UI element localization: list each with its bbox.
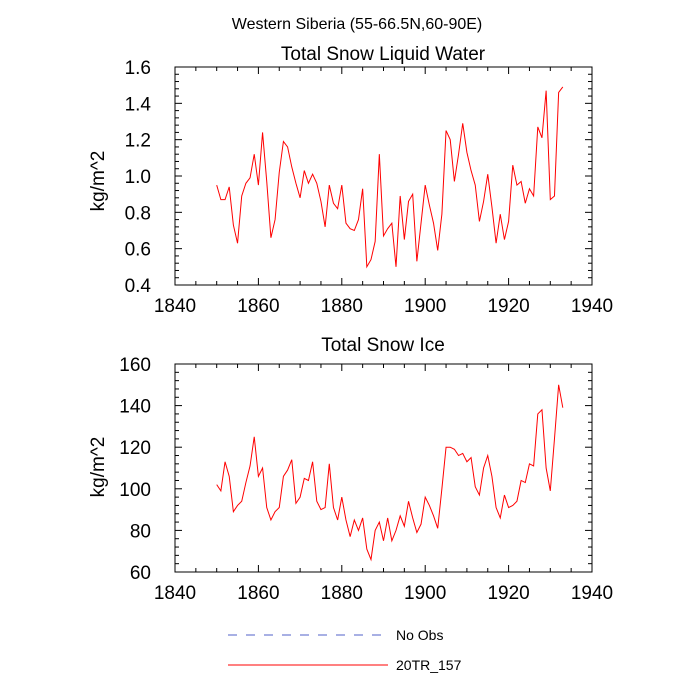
x-tick-label: 1860	[237, 296, 279, 317]
legend: No Obs 20TR_157	[228, 627, 462, 673]
y-tick-label: 1.6	[125, 58, 151, 79]
y-axis-label: kg/m^2	[88, 437, 109, 498]
x-tick-label: 1880	[321, 296, 363, 317]
x-tick-label: 1940	[571, 583, 613, 604]
y-tick-label: 1.4	[125, 94, 152, 115]
plot-frame	[174, 66, 593, 286]
y-tick-label: 160	[119, 355, 151, 376]
snow-ice-panel: Total Snow Ice kg/m^2 1840 1860 1880 1900 19…	[88, 335, 613, 604]
y-tick-label: 60	[130, 563, 151, 584]
y-tick-label: 140	[119, 397, 151, 418]
x-tick-label: 1900	[404, 296, 446, 317]
y-tick-label: 1.2	[125, 131, 151, 152]
series-line-20tr-157	[216, 384, 564, 562]
liquid-water-panel: Total Snow Liquid Water kg/m^2 1840 1860 1…	[88, 44, 613, 317]
y-axis-label: kg/m^2	[88, 151, 109, 212]
y-tick-label: 0.4	[125, 276, 152, 297]
x-tick-label: 1900	[404, 583, 446, 604]
y-tick-label: 0.8	[125, 203, 151, 224]
x-tick-label: 1920	[487, 583, 529, 604]
y-tick-label: 100	[119, 480, 151, 501]
panel-title: Total Snow Ice	[321, 335, 445, 356]
x-tick-label: 1940	[571, 296, 613, 317]
x-tick-label: 1920	[487, 296, 529, 317]
y-tick-label: 80	[130, 521, 151, 542]
x-tick-label: 1840	[154, 296, 196, 317]
y-tick-label: 0.6	[125, 240, 151, 261]
series-line-20tr-157	[216, 86, 564, 269]
figure-title: Western Siberia (55-66.5N,60-90E)	[232, 16, 483, 33]
legend-label-no-obs: No Obs	[396, 627, 443, 643]
y-tick-label: 1.0	[125, 167, 151, 188]
legend-label-20tr-157: 20TR_157	[396, 657, 462, 673]
x-tick-label: 1880	[321, 583, 363, 604]
y-tick-label: 120	[119, 438, 151, 459]
x-tick-label: 1840	[154, 583, 196, 604]
panel-title: Total Snow Liquid Water	[281, 44, 486, 65]
x-tick-label: 1860	[237, 583, 279, 604]
